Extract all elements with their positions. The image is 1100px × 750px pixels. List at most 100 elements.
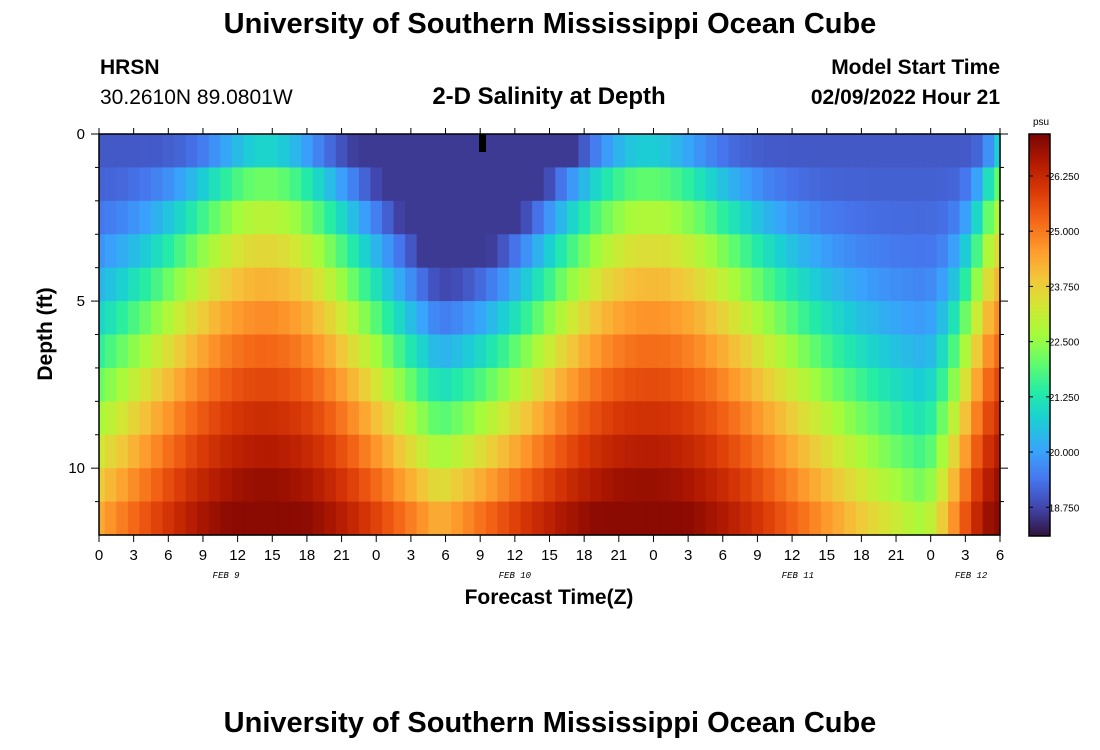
heatmap-cell: [809, 200, 822, 235]
heatmap-cell: [532, 301, 545, 336]
heatmap-cell: [243, 334, 256, 369]
heatmap-cell: [659, 267, 672, 302]
heatmap-cell: [971, 501, 984, 536]
heatmap-cell: [901, 501, 914, 536]
heatmap-cell: [786, 334, 799, 369]
heatmap-cell: [994, 200, 1001, 235]
heatmap-cell: [890, 367, 903, 402]
heatmap-cell: [867, 468, 880, 503]
heatmap-cell: [162, 301, 175, 336]
heatmap-cell: [509, 367, 522, 402]
heatmap-cell: [589, 501, 603, 536]
heatmap-cell: [566, 134, 579, 169]
surface-marker: [479, 134, 486, 152]
heatmap-cell: [99, 301, 106, 336]
x-tick-label: 18: [853, 547, 870, 564]
heatmap-cell: [266, 301, 279, 336]
heatmap-cell: [716, 501, 730, 536]
heatmap-cell: [786, 401, 799, 436]
heatmap-cell: [820, 501, 834, 536]
heatmap-cell: [220, 301, 233, 336]
heatmap-cell: [751, 200, 764, 235]
heatmap-cell: [324, 134, 337, 169]
heatmap-cell: [682, 234, 695, 269]
heatmap-cell: [959, 401, 972, 436]
heatmap-cell: [301, 234, 314, 269]
heatmap-cell: [982, 367, 995, 402]
heatmap-cell: [185, 401, 198, 436]
heatmap-cell: [971, 234, 984, 269]
heatmap-cell: [901, 434, 914, 469]
heatmap-cell: [358, 167, 372, 202]
heatmap-cell: [786, 468, 799, 503]
heatmap-cell: [347, 434, 360, 469]
heatmap-cell: [174, 301, 187, 336]
heatmap-cell: [786, 200, 799, 235]
heatmap-cell: [613, 234, 626, 269]
heatmap-cell: [555, 434, 568, 469]
heatmap-cell: [670, 367, 683, 402]
heatmap-cell: [728, 434, 741, 469]
heatmap-cell: [763, 334, 776, 369]
heatmap-cell: [520, 267, 533, 302]
heatmap-cell: [543, 334, 556, 369]
heatmap-cell: [266, 134, 279, 169]
heatmap-cell: [174, 434, 187, 469]
heatmap-cell: [751, 134, 764, 169]
heatmap-cell: [416, 134, 429, 169]
heatmap-cell: [659, 301, 672, 336]
heatmap-cell: [647, 134, 660, 169]
heatmap-cell: [127, 267, 141, 302]
page-title: University of Southern Mississippi Ocean…: [223, 8, 877, 40]
heatmap-cell: [416, 167, 429, 202]
heatmap-cell: [901, 367, 914, 402]
heatmap-cell: [208, 434, 221, 469]
heatmap-cell: [532, 134, 545, 169]
heatmap-cell: [197, 301, 210, 336]
station-coordinates: 30.2610N 89.0801W: [100, 86, 293, 109]
heatmap-cell: [613, 401, 626, 436]
heatmap-cell: [774, 301, 787, 336]
heatmap-cell: [578, 301, 591, 336]
x-tick-label: 0: [95, 547, 103, 564]
heatmap-cell: [393, 468, 406, 503]
heatmap-cell: [913, 401, 926, 436]
heatmap-cell: [474, 401, 487, 436]
heatmap-cell: [243, 267, 256, 302]
heatmap-cell: [185, 501, 198, 536]
heatmap-cell: [509, 267, 522, 302]
heatmap-cell: [393, 401, 406, 436]
heatmap-cell: [844, 401, 857, 436]
heatmap-cell: [439, 434, 452, 469]
heatmap-cell: [335, 267, 348, 302]
heatmap-cell: [740, 267, 753, 302]
heatmap-cell: [832, 267, 845, 302]
heatmap-cell: [370, 367, 383, 402]
heatmap-cell: [127, 301, 141, 336]
heatmap-cell: [693, 267, 707, 302]
heatmap-cell: [532, 167, 545, 202]
heatmap-cell: [497, 267, 510, 302]
heatmap-cell: [878, 301, 891, 336]
heatmap-cell: [197, 401, 210, 436]
heatmap-cell: [428, 167, 441, 202]
heatmap-cell: [220, 367, 233, 402]
heatmap-cell: [301, 367, 314, 402]
heatmap-cell: [693, 134, 707, 169]
heatmap-cell: [266, 267, 279, 302]
heatmap-cell: [393, 267, 406, 302]
heatmap-cell: [382, 134, 395, 169]
heatmap-cell: [636, 401, 649, 436]
heatmap-cell: [335, 367, 348, 402]
heatmap-cell: [162, 234, 175, 269]
heatmap-cell: [924, 301, 938, 336]
heatmap-cell: [878, 200, 891, 235]
heatmap-cell: [393, 501, 406, 536]
heatmap-cell: [705, 468, 718, 503]
heatmap-cell: [197, 434, 210, 469]
x-tick-label: 0: [927, 547, 935, 564]
heatmap-cell: [393, 301, 406, 336]
heatmap-cell: [832, 501, 845, 536]
heatmap-cell: [693, 434, 707, 469]
heatmap-cell: [647, 401, 660, 436]
